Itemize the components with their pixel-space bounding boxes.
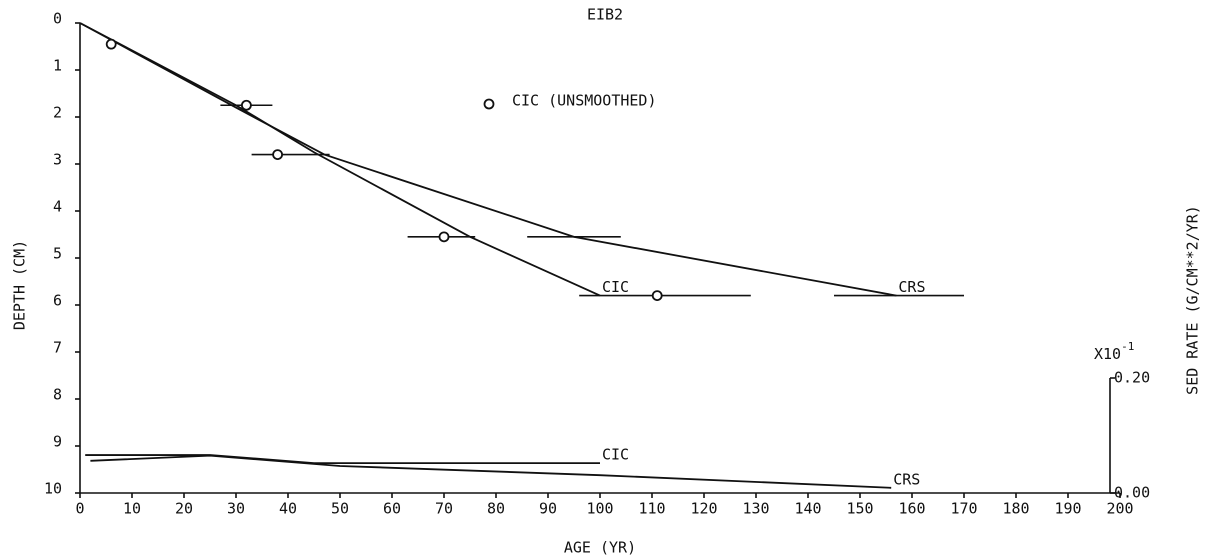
y-tick-label: 0 — [53, 10, 62, 28]
y-axis-label: DEPTH (CM) — [11, 240, 29, 330]
legend-marker — [483, 98, 495, 110]
data-point — [272, 149, 284, 161]
x-tick-label: 100 — [586, 500, 613, 518]
x-tick-label: 0 — [75, 500, 84, 518]
x-tick-label: 130 — [742, 500, 769, 518]
y-tick-label: 3 — [53, 151, 62, 169]
y2-tick-label: 0.00 — [1114, 484, 1150, 502]
x-tick-label: 140 — [794, 500, 821, 518]
series-line — [90, 454, 892, 489]
data-point — [651, 290, 663, 302]
x-tick-label: 40 — [279, 500, 297, 518]
y2-tick-label: 0.20 — [1114, 369, 1150, 387]
x-tick-label: 20 — [175, 500, 193, 518]
chart-title: EIB2 — [587, 6, 623, 24]
x-tick-label: 120 — [690, 500, 717, 518]
x-tick-label: 160 — [898, 500, 925, 518]
y2-multiplier: X10-1 — [1094, 340, 1134, 363]
x-tick-label: 200 — [1106, 500, 1133, 518]
y-tick-label: 10 — [44, 480, 62, 498]
x-tick-label: 70 — [435, 500, 453, 518]
data-point — [240, 99, 252, 111]
x-tick-label: 190 — [1054, 500, 1081, 518]
series-label: CRS — [898, 278, 925, 296]
multiplier-base: X10 — [1094, 345, 1121, 363]
x-tick-label: 80 — [487, 500, 505, 518]
series-label: CRS — [893, 470, 920, 488]
series-line — [85, 454, 600, 465]
x-tick-label: 10 — [123, 500, 141, 518]
y2-axis-label: SED RATE (G/CM**2/YR) — [1184, 205, 1202, 395]
y-tick-label: 8 — [53, 386, 62, 404]
y-tick-label: 4 — [53, 198, 62, 216]
y-tick-label: 9 — [53, 433, 62, 451]
x-tick-label: 50 — [331, 500, 349, 518]
y-tick-label: 1 — [53, 57, 62, 75]
series-line — [79, 22, 897, 297]
multiplier-exponent: -1 — [1121, 340, 1134, 353]
x-tick-label: 110 — [638, 500, 665, 518]
series-label: CIC — [602, 278, 629, 296]
y-tick-label: 2 — [53, 104, 62, 122]
x-tick-label: 60 — [383, 500, 401, 518]
x-tick-label: 30 — [227, 500, 245, 518]
data-point — [105, 38, 117, 50]
y-tick-label: 7 — [53, 339, 62, 357]
y-tick-label: 5 — [53, 245, 62, 263]
data-point — [438, 231, 450, 243]
x-tick-label: 90 — [539, 500, 557, 518]
x-tick-label: 150 — [846, 500, 873, 518]
y-tick-label: 6 — [53, 292, 62, 310]
x-tick-label: 180 — [1002, 500, 1029, 518]
x-tick-label: 170 — [950, 500, 977, 518]
legend-label: CIC (UNSMOOTHED) — [512, 92, 657, 110]
x-axis-label: AGE (YR) — [564, 539, 636, 557]
series-label: CIC — [602, 446, 629, 464]
series-line — [79, 22, 601, 297]
